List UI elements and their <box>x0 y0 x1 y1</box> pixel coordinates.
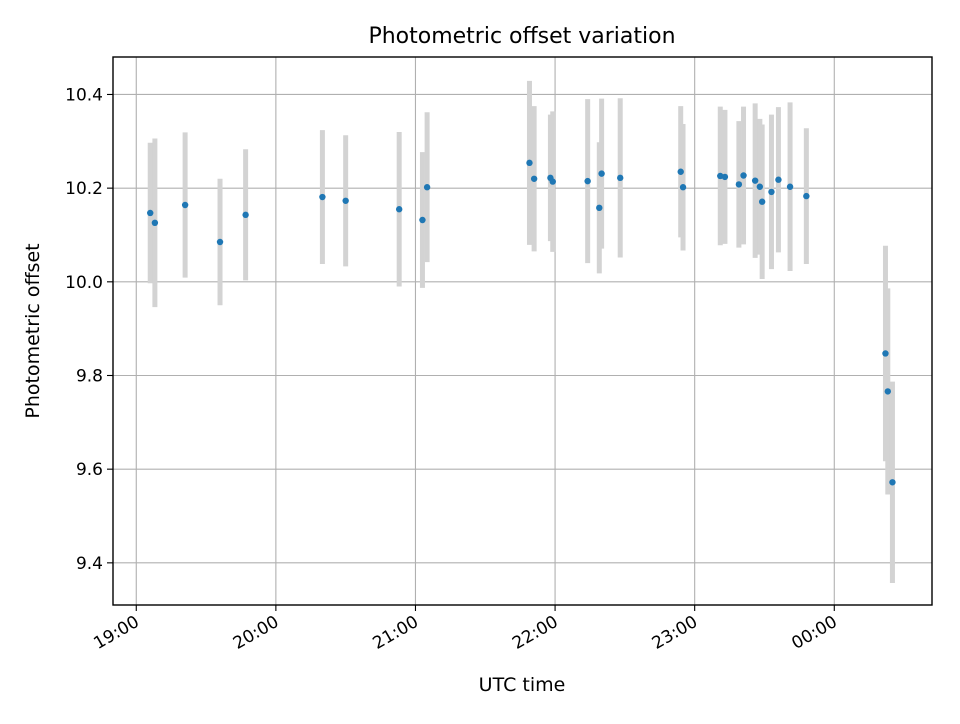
data-point <box>549 178 556 185</box>
data-point <box>242 211 249 219</box>
y-tick-label: 10.4 <box>65 85 103 105</box>
data-point <box>342 197 349 204</box>
data-point <box>786 183 794 190</box>
data-point <box>423 184 431 191</box>
x-tick-label: 23:00 <box>649 612 701 654</box>
data-point <box>679 184 687 191</box>
data-point <box>584 177 591 185</box>
data-point <box>768 188 775 196</box>
y-tick-label: 9.4 <box>76 554 103 574</box>
x-axis-label: UTC time <box>479 674 566 696</box>
x-tick-label: 19:00 <box>90 612 142 654</box>
x-axis-ticks: 19:00 20:00 21:00 22:00 23:00 00:00 <box>90 605 841 654</box>
data-point <box>596 204 603 212</box>
data-point <box>530 175 538 182</box>
data-points <box>147 159 896 486</box>
y-tick-label: 10.0 <box>65 273 103 293</box>
data-point <box>803 192 810 200</box>
data-point <box>319 193 326 201</box>
error-bars <box>147 80 895 583</box>
data-point <box>735 181 743 188</box>
x-tick-label: 22:00 <box>509 612 561 654</box>
data-point <box>395 206 403 213</box>
y-tick-label: 9.6 <box>76 460 103 480</box>
plot-frame <box>112 56 933 606</box>
data-point <box>758 198 766 205</box>
data-point <box>882 350 889 357</box>
data-point <box>617 174 624 182</box>
data-point <box>151 219 159 227</box>
chart-title: Photometric offset variation <box>368 24 675 49</box>
x-tick-label: 20:00 <box>230 612 282 654</box>
data-point <box>181 201 189 209</box>
data-point <box>598 170 605 177</box>
data-point <box>147 209 154 217</box>
y-axis-label: Photometric offset <box>22 243 44 418</box>
y-tick-label: 10.2 <box>65 179 103 199</box>
data-point <box>889 479 896 486</box>
data-point <box>756 183 764 190</box>
x-tick-label: 00:00 <box>788 612 840 654</box>
data-point <box>740 172 747 179</box>
grid-lines <box>113 57 932 605</box>
data-point <box>775 176 782 183</box>
data-point <box>216 238 224 246</box>
data-point <box>751 177 759 184</box>
data-point <box>526 159 533 167</box>
y-axis-ticks: 9.4 9.6 9.8 10.0 10.2 10.4 <box>65 85 113 574</box>
x-tick-label: 21:00 <box>370 612 422 654</box>
data-point <box>721 173 729 181</box>
data-point <box>884 388 891 395</box>
y-tick-label: 9.8 <box>76 366 103 386</box>
data-point <box>419 216 426 224</box>
data-point <box>677 168 684 175</box>
